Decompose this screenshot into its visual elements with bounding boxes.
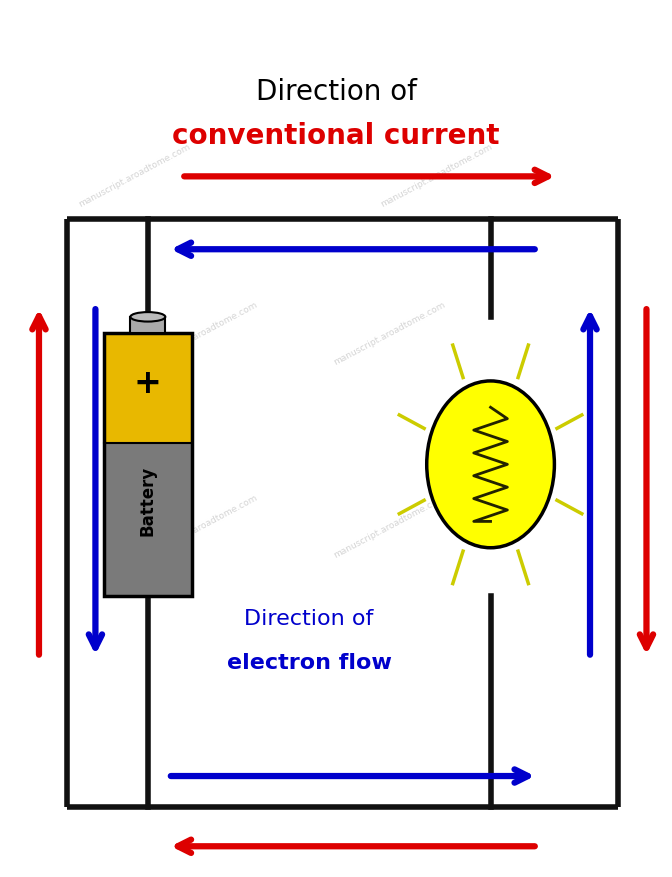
Text: manuscript.aroadtome.com: manuscript.aroadtome.com <box>77 142 192 209</box>
Bar <box>104 444 192 596</box>
Text: conventional current: conventional current <box>172 122 500 150</box>
Text: Direction of: Direction of <box>245 609 374 628</box>
Ellipse shape <box>130 313 165 322</box>
Text: manuscript.aroadtome.com: manuscript.aroadtome.com <box>144 493 259 560</box>
Text: Battery: Battery <box>139 465 157 535</box>
Text: manuscript.aroadtome.com: manuscript.aroadtome.com <box>332 300 448 367</box>
Text: manuscript.aroadtome.com: manuscript.aroadtome.com <box>144 300 259 367</box>
Text: Direction of: Direction of <box>255 78 417 106</box>
Text: electron flow: electron flow <box>226 652 392 672</box>
Circle shape <box>427 381 554 548</box>
Bar <box>104 333 192 444</box>
Text: manuscript.aroadtome.com: manuscript.aroadtome.com <box>332 493 448 560</box>
Bar <box>104 333 192 596</box>
Text: manuscript.aroadtome.com: manuscript.aroadtome.com <box>379 142 495 209</box>
Text: +: + <box>134 367 162 399</box>
Bar <box>130 317 165 333</box>
